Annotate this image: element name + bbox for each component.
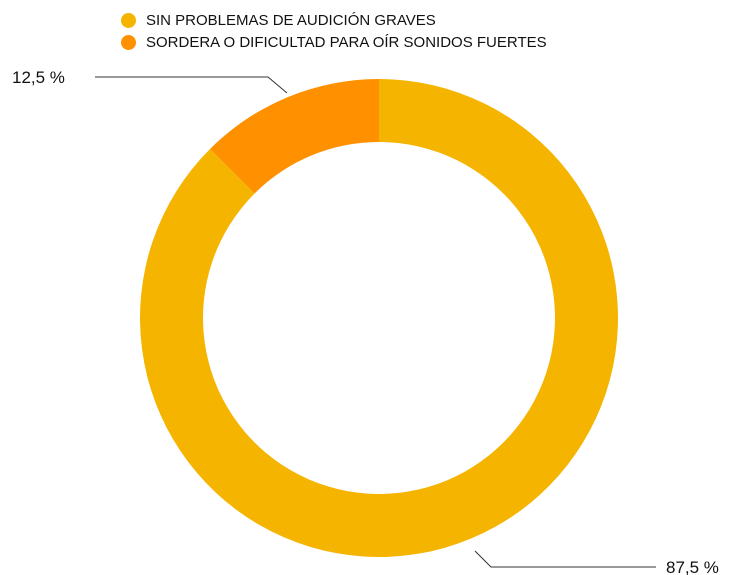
legend-swatch-sin-problemas <box>121 12 136 28</box>
legend-label-sordera: SORDERA O DIFICULTAD PARA OÍR SONIDOS FU… <box>146 33 547 51</box>
leader-lines <box>95 76 656 568</box>
legend-swatch-sordera <box>121 34 136 50</box>
legend: SIN PROBLEMAS DE AUDICIÓN GRAVES SORDERA… <box>121 9 547 53</box>
legend-item-sin-problemas: SIN PROBLEMAS DE AUDICIÓN GRAVES <box>121 9 547 31</box>
data-label-sin-problemas: 87,5 % <box>666 558 719 575</box>
leader-line-sin-problemas <box>474 550 656 568</box>
legend-item-sordera: SORDERA O DIFICULTAD PARA OÍR SONIDOS FU… <box>121 31 547 53</box>
donut-slices <box>139 79 619 557</box>
donut-slice-sordera <box>210 79 379 194</box>
donut-slice-sin-problemas <box>139 79 619 557</box>
legend-label-sin-problemas: SIN PROBLEMAS DE AUDICIÓN GRAVES <box>146 11 436 29</box>
leader-line-sordera <box>95 76 288 94</box>
data-label-sordera: 12,5 % <box>12 68 65 87</box>
